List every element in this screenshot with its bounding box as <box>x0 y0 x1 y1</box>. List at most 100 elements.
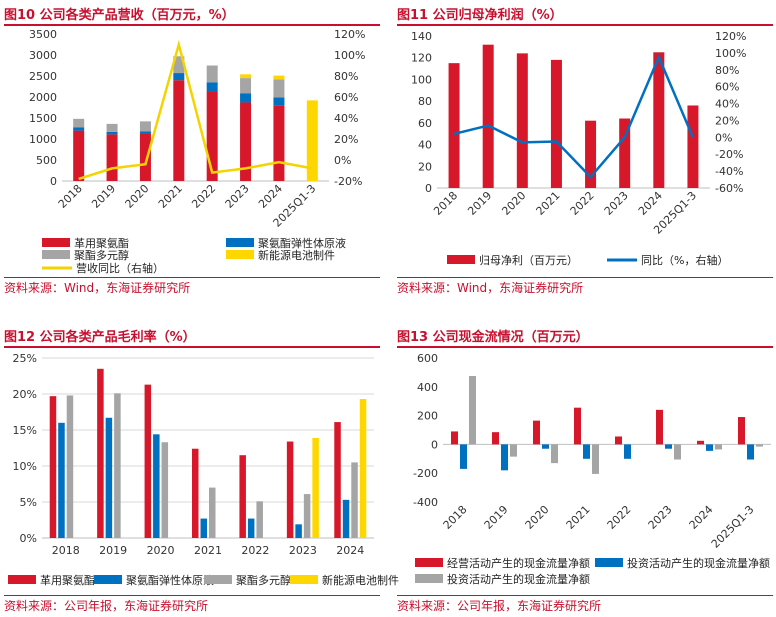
legend-label: 新能源电池制件 <box>258 248 335 262</box>
margin-bar <box>58 422 65 538</box>
legend-swatch <box>204 575 232 584</box>
profit-bar <box>482 44 494 188</box>
legend-swatch <box>42 238 70 247</box>
figure-11-chart: 0 20 40 60 80 100 120 140 -60% -40% -20% 0% 20% 40% 60… <box>411 30 746 267</box>
y-right-tick-label: 0% <box>334 154 351 167</box>
figure-11-title: 图11 公司归母净利润（%） <box>397 8 563 23</box>
stacked-bar-segment <box>173 73 185 81</box>
figure-11-source: 资料来源：Wind，东海证券研究所 <box>397 281 584 295</box>
cashflow-bar <box>674 444 681 460</box>
yoy-line <box>78 39 313 181</box>
cashflow-bar <box>665 444 672 449</box>
legend-swatch <box>226 238 254 247</box>
x-tick-label: 2025Q1-3 <box>709 503 757 551</box>
legend-label: 归母净利（百万元） <box>479 253 578 267</box>
figure-12-source: 资料来源：公司年报，东海证券研究所 <box>4 599 209 613</box>
stacked-bar-segment <box>106 134 118 181</box>
x-tick-label: 2018 <box>441 503 470 532</box>
x-tick-label: 2022 <box>568 189 597 218</box>
stacked-bar-segment <box>139 131 151 134</box>
y-left-tick-label: 200 <box>417 410 438 423</box>
margin-bar <box>312 437 319 538</box>
x-tick-label: 2021 <box>564 503 593 532</box>
figure-13-source-rule <box>397 595 773 596</box>
legend-label: 营收同比（右轴） <box>76 261 164 275</box>
x-tick-label: 2020 <box>499 189 528 218</box>
legend-swatch <box>415 574 443 583</box>
legend-swatch <box>226 250 254 259</box>
x-tick-label: 2023 <box>602 189 631 218</box>
cashflow-bar <box>615 436 622 445</box>
x-tick-label: 2018 <box>431 189 460 218</box>
margin-bar <box>66 395 74 538</box>
stacked-bar-segment <box>206 91 218 181</box>
x-tick-label: 2023 <box>289 544 317 557</box>
cashflow-bar <box>492 432 499 445</box>
legend-label: 投资活动产生的现金流量净额 <box>447 572 590 586</box>
figure-10-chart: 0 500 1000 1500 2000 2500 3000 3500 -20% 0% 20% 40%… <box>29 28 365 275</box>
x-tick-label: 2021 <box>534 189 563 218</box>
margin-bar <box>359 399 367 538</box>
profit-bar <box>619 118 631 188</box>
x-tick-label: 2018 <box>56 182 85 211</box>
profit-bar <box>448 63 460 189</box>
figure-12-panel: 图12 公司各类产品毛利率（%） 0% 5% 10% 15% 20% 25% 2018 201… <box>4 326 399 616</box>
y-left-tick-label: -200 <box>413 467 438 480</box>
cashflow-bar <box>469 376 476 445</box>
cashflow-bar <box>715 444 722 450</box>
cashflow-bar <box>574 407 581 445</box>
y-left-tick-label: 0 <box>425 182 432 195</box>
legend-swatch <box>290 575 318 584</box>
figure-12-chart: 0% 5% 10% 15% 20% 25% 2018 2019 2020 2021 2022 2023… <box>8 352 399 587</box>
y-left-tick-label: 2500 <box>29 70 57 83</box>
y-left-tick-label: 15% <box>13 424 37 437</box>
cashflow-bar <box>533 420 540 445</box>
legend-swatch <box>595 558 623 567</box>
cashflow-bar <box>747 444 754 460</box>
y-left-tick-label: 600 <box>417 352 438 365</box>
x-tick-label: 2024 <box>636 189 665 218</box>
figure-13-source: 资料来源：公司年报，东海证券研究所 <box>397 599 602 613</box>
profit-bar <box>653 52 665 189</box>
stacked-bar-segment <box>73 127 85 131</box>
figure-12-source-rule <box>4 595 380 596</box>
figure-10-panel: 图10 公司各类产品营收（百万元，%） 0 500 1000 1500 2000 2500… <box>4 4 380 296</box>
legend-label: 新能源电池制件 <box>322 573 399 587</box>
margin-bar <box>200 518 207 538</box>
x-tick-label: 2022 <box>241 544 269 557</box>
margin-bar <box>286 441 294 538</box>
profit-bar <box>687 105 699 188</box>
x-tick-label: 2019 <box>482 503 511 532</box>
figure-12-title-rule <box>4 346 380 348</box>
y-right-tick-label: 60% <box>715 81 739 94</box>
x-tick-label: 2024 <box>687 503 716 532</box>
y-left-tick-label: 20% <box>13 388 37 401</box>
x-tick-label: 2020 <box>123 182 152 211</box>
x-tick-label: 2021 <box>156 182 185 211</box>
y-left-tick-label: 3000 <box>29 49 57 62</box>
y-right-tick-label: 40% <box>715 98 739 111</box>
figure-11-panel: 图11 公司归母净利润（%） 0 20 40 60 80 100 120 140 -60% -40… <box>397 4 773 296</box>
cashflow-bar <box>592 444 599 474</box>
y-left-tick-label: 2000 <box>29 91 57 104</box>
legend-swatch <box>94 575 122 584</box>
y-right-tick-label: 120% <box>334 28 365 41</box>
figure-11-source-rule <box>397 277 773 278</box>
legend-swatch <box>8 575 36 584</box>
stacked-bar-segment <box>173 56 185 74</box>
y-right-tick-label: 40% <box>334 112 358 125</box>
stacked-bar-segment <box>139 133 151 181</box>
figure-13-panel: 图13 公司现金流情况（百万元） -400 -200 0 200 400 600 2018 2… <box>397 326 773 616</box>
x-tick-label: 2020 <box>523 503 552 532</box>
figure-11-title-rule <box>397 24 773 26</box>
stacked-bar-segment <box>240 74 252 79</box>
x-tick-label: 2024 <box>336 544 364 557</box>
y-left-tick-label: 60 <box>418 117 432 130</box>
margin-bar <box>49 396 57 538</box>
figure-10-source: 资料来源：Wind，东海证券研究所 <box>4 281 191 295</box>
cashflow-bar <box>756 444 763 447</box>
margin-bar <box>192 448 199 538</box>
figure-12-title: 图12 公司各类产品毛利率（%） <box>4 330 196 345</box>
x-tick-label: 2024 <box>256 182 285 211</box>
y-left-tick-label: 5% <box>20 496 37 509</box>
